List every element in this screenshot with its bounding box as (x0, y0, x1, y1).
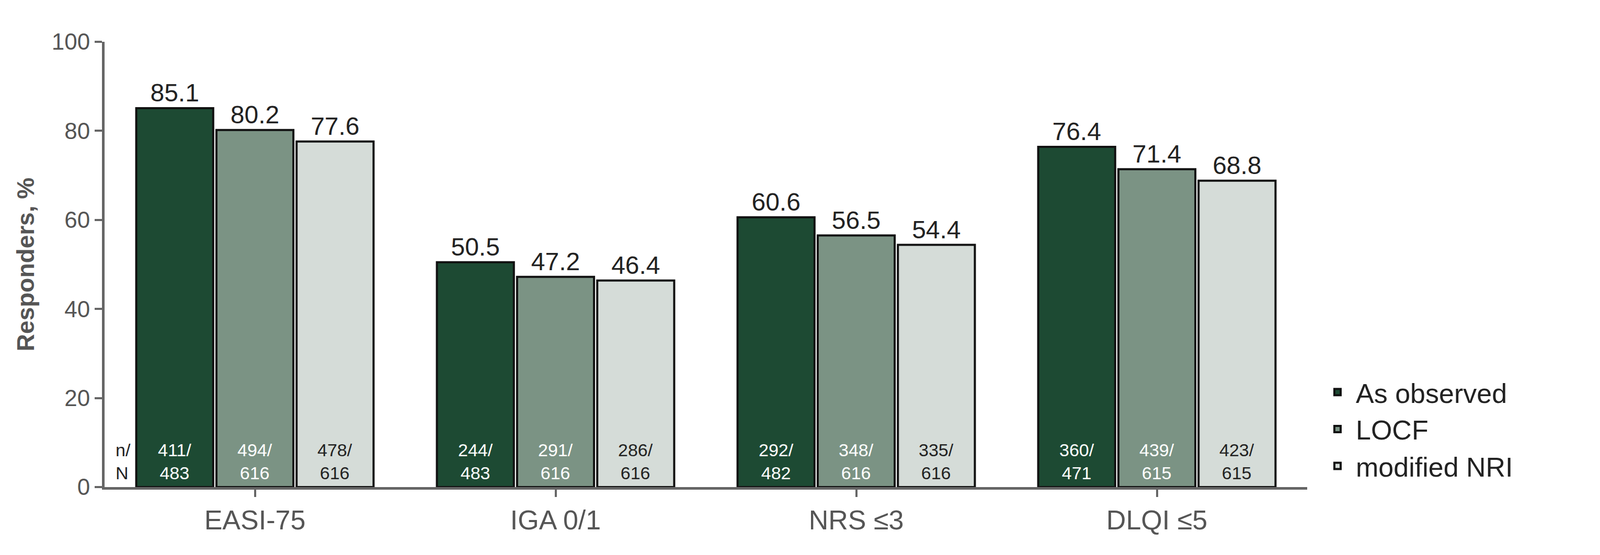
svg-text:n/N: n/N (115, 440, 131, 484)
svg-text:478/616: 478/616 (317, 440, 353, 484)
svg-text:80.2: 80.2 (230, 100, 280, 129)
svg-text:As observed: As observed (1355, 378, 1507, 409)
svg-text:60: 60 (64, 207, 90, 233)
svg-text:286/616: 286/616 (618, 440, 654, 484)
svg-text:439/615: 439/615 (1139, 440, 1175, 484)
svg-text:56.5: 56.5 (831, 206, 881, 235)
svg-text:40: 40 (64, 296, 90, 323)
svg-text:77.6: 77.6 (310, 112, 360, 141)
svg-text:100: 100 (51, 28, 90, 55)
svg-text:modified NRI: modified NRI (1355, 452, 1514, 483)
svg-text:360/471: 360/471 (1059, 440, 1095, 484)
svg-text:20: 20 (64, 385, 90, 411)
svg-text:LOCF: LOCF (1355, 415, 1429, 446)
svg-text:76.4: 76.4 (1052, 117, 1101, 146)
svg-text:494/616: 494/616 (237, 440, 273, 484)
svg-text:335/616: 335/616 (918, 440, 954, 484)
svg-text:71.4: 71.4 (1132, 140, 1182, 168)
svg-text:68.8: 68.8 (1212, 151, 1262, 180)
svg-text:80: 80 (64, 118, 90, 144)
svg-text:EASI-75: EASI-75 (204, 505, 306, 536)
svg-text:50.5: 50.5 (450, 233, 500, 261)
svg-text:Responders, %: Responders, % (12, 177, 40, 352)
svg-text:0: 0 (77, 474, 90, 500)
svg-text:292/482: 292/482 (758, 440, 794, 484)
svg-text:47.2: 47.2 (531, 247, 580, 276)
svg-text:DLQI ≤5: DLQI ≤5 (1106, 505, 1208, 536)
svg-text:423/615: 423/615 (1219, 440, 1255, 484)
svg-text:85.1: 85.1 (150, 78, 199, 107)
svg-text:348/616: 348/616 (838, 440, 874, 484)
svg-text:244/483: 244/483 (458, 440, 494, 484)
svg-text:NRS ≤3: NRS ≤3 (808, 505, 905, 536)
svg-text:46.4: 46.4 (611, 251, 660, 280)
svg-text:54.4: 54.4 (911, 215, 961, 244)
svg-text:IGA 0/1: IGA 0/1 (510, 505, 601, 536)
svg-text:60.6: 60.6 (751, 188, 800, 216)
svg-text:291/616: 291/616 (538, 440, 574, 484)
svg-text:411/483: 411/483 (157, 440, 192, 484)
